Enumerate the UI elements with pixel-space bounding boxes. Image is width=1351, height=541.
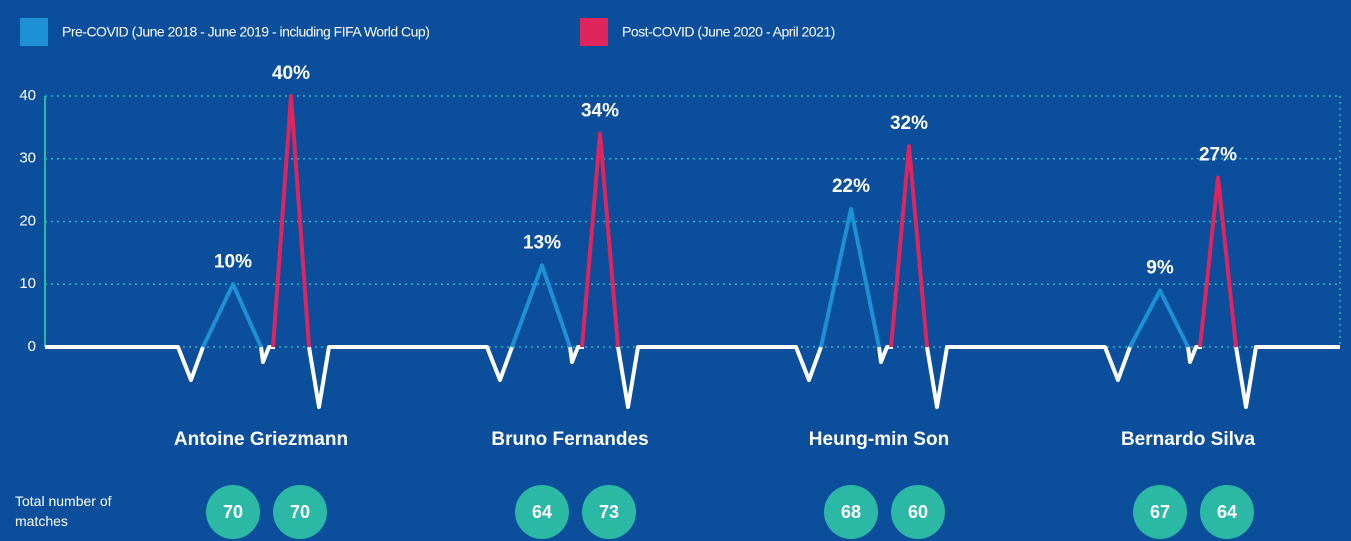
player-name: Heung-min Son bbox=[809, 429, 949, 450]
legend-label: Post-COVID (June 2020 - April 2021) bbox=[622, 24, 835, 40]
y-tick-label: 20 bbox=[19, 212, 36, 229]
value-label: 10% bbox=[214, 251, 252, 272]
spike bbox=[1128, 288, 1190, 348]
legend-swatch bbox=[20, 18, 48, 46]
matches-badge bbox=[582, 485, 636, 539]
value-label: 22% bbox=[832, 176, 870, 197]
value-label: 27% bbox=[1199, 145, 1237, 166]
player-name: Bruno Fernandes bbox=[491, 429, 648, 450]
legend-label: Pre-COVID (June 2018 - June 2019 - inclu… bbox=[62, 24, 429, 40]
value-label: 32% bbox=[890, 113, 928, 134]
matches-value: 70 bbox=[223, 502, 243, 522]
matches-value: 68 bbox=[841, 502, 861, 522]
matches-badge bbox=[515, 485, 569, 539]
matches-badge bbox=[824, 485, 878, 539]
matches-badge bbox=[1200, 485, 1254, 539]
matches-value: 60 bbox=[908, 502, 928, 522]
spike bbox=[889, 144, 929, 348]
matches-badge bbox=[891, 485, 945, 539]
player-name: Bernardo Silva bbox=[1121, 429, 1256, 450]
spike bbox=[819, 206, 881, 348]
value-label: 9% bbox=[1146, 258, 1174, 279]
spike bbox=[510, 263, 572, 348]
matches-value: 73 bbox=[599, 502, 619, 522]
matches-value: 67 bbox=[1150, 502, 1170, 522]
value-label: 40% bbox=[272, 63, 310, 84]
matches-badge bbox=[1133, 485, 1187, 539]
value-label: 34% bbox=[581, 101, 619, 122]
y-tick-label: 10 bbox=[19, 275, 36, 292]
y-tick-label: 0 bbox=[28, 338, 36, 355]
matches-label: Total number of matches bbox=[15, 493, 112, 529]
y-tick-label: 40 bbox=[19, 87, 36, 104]
y-tick-label: 30 bbox=[19, 150, 36, 167]
spike bbox=[1198, 175, 1238, 348]
player-name: Antoine Griezmann bbox=[174, 429, 348, 450]
spike bbox=[201, 282, 263, 348]
matches-label-line: matches bbox=[15, 513, 68, 529]
matches-badge bbox=[206, 485, 260, 539]
value-label: 13% bbox=[523, 232, 561, 253]
matches-value: 64 bbox=[532, 502, 552, 522]
matches-value: 64 bbox=[1217, 502, 1237, 522]
spike bbox=[580, 131, 620, 348]
matches-badge bbox=[273, 485, 327, 539]
matches-label-line: Total number of bbox=[15, 493, 112, 509]
legend-swatch bbox=[580, 18, 608, 46]
matches-value: 70 bbox=[290, 502, 310, 522]
spike bbox=[271, 94, 311, 348]
baseline bbox=[45, 345, 1340, 409]
